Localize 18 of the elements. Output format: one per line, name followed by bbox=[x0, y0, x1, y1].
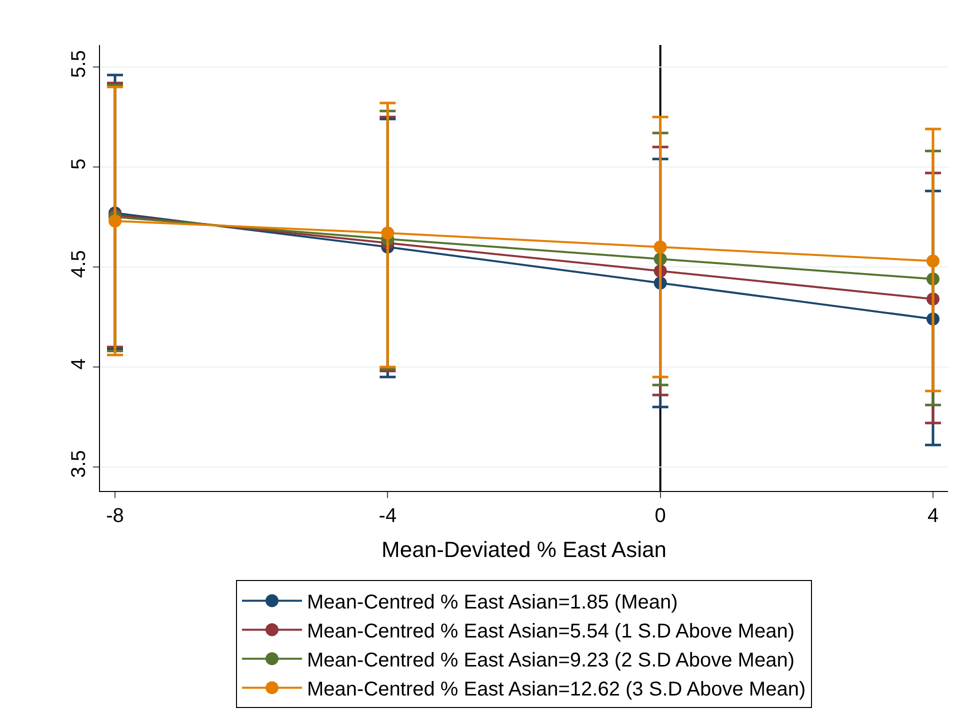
legend-label: Mean-Centred % East Asian=12.62 (3 S.D Above Mean) bbox=[307, 678, 806, 700]
y-tick-label: 4.5 bbox=[68, 250, 90, 278]
legend-label: Mean-Centred % East Asian=1.85 (Mean) bbox=[307, 592, 678, 614]
point bbox=[108, 214, 122, 228]
x-tick-label: 0 bbox=[654, 505, 666, 527]
y-tick-label: 4 bbox=[68, 358, 90, 370]
x-axis-title: Mean-Deviated % East Asian bbox=[382, 536, 666, 562]
y-tick-label: 3.5 bbox=[68, 450, 90, 478]
y-tick-label: 5 bbox=[68, 158, 90, 170]
legend-label: Mean-Centred % East Asian=5.54 (1 S.D Above Mean) bbox=[307, 620, 794, 642]
x-tick-label: -4 bbox=[378, 505, 397, 527]
legend-label: Mean-Centred % East Asian=9.23 (2 S.D Above Mean) bbox=[307, 650, 794, 672]
point bbox=[926, 254, 940, 268]
point bbox=[654, 240, 667, 254]
x-tick-label: -8 bbox=[106, 505, 124, 527]
y-tick-label: 5.5 bbox=[68, 50, 90, 78]
x-tick-label: 4 bbox=[927, 505, 939, 527]
point bbox=[381, 226, 394, 240]
